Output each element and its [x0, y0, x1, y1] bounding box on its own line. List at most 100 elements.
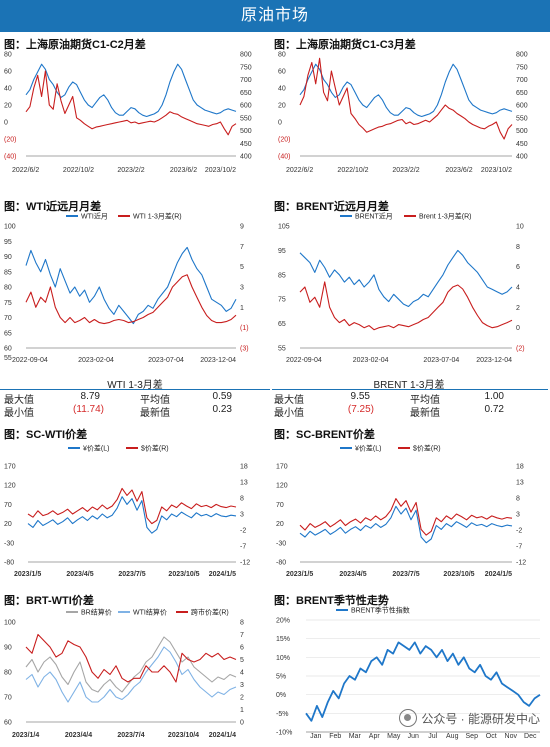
y-left-tick-label: 0	[4, 120, 8, 127]
y-left-tick-label: 20	[278, 103, 286, 110]
legend-label: WTI 1-3月差(R)	[133, 212, 182, 221]
stats-brent-latest-value: 0.72	[484, 404, 504, 415]
series-line-2	[25, 274, 237, 325]
series-line-2	[25, 70, 237, 136]
y-right-tick-label: 5	[240, 657, 244, 664]
y-right-tick-label: 10	[516, 224, 524, 231]
y-right-tick-label: 650	[240, 90, 252, 97]
stats-wti-min-value: (11.74)	[73, 404, 104, 415]
stats-wti-latest-label: 最新值	[140, 408, 170, 419]
y-right-tick-label: 400	[240, 154, 252, 161]
y-right-tick-label: 2	[516, 305, 520, 312]
y-right-tick-label: 800	[516, 52, 528, 59]
x-tick-label: Aug	[446, 733, 459, 740]
stats-wti-avg-label: 平均值	[140, 395, 170, 406]
x-tick-label: Dec	[524, 733, 537, 740]
y-right-tick-label: 6	[240, 645, 244, 652]
y-left-tick-label: 20	[276, 521, 284, 528]
x-tick-label: 2023/6/2	[170, 167, 197, 174]
y-right-tick-label: 600	[516, 103, 528, 110]
series-line-1	[305, 641, 541, 722]
y-right-tick-label: 18	[516, 464, 524, 471]
y-right-tick-label: 500	[240, 128, 252, 135]
legend-label: ¥价差(L)	[83, 444, 109, 453]
series-line-2	[299, 281, 513, 331]
x-tick-label: 2023/1/4	[12, 732, 39, 739]
x-tick-label: 2023/10/2	[481, 167, 512, 174]
y-right-tick-label: 18	[240, 464, 248, 471]
x-tick-label: 2022-09-04	[12, 357, 48, 364]
y-left-tick-label: 60	[4, 720, 12, 727]
y-left-tick-label: 20%	[276, 618, 290, 625]
y-left-tick-label: 5%	[276, 674, 286, 681]
y-right-tick-label: 650	[516, 90, 528, 97]
chart-sc-c1c2: 80 60 40 20 0 (20) (40) 800 750 700 650 600 550 500 45…	[4, 52, 252, 175]
chart-title-brent-spread: 图：BRENT近远月月差	[274, 201, 389, 213]
x-tick-label: 2022-09-04	[286, 357, 322, 364]
y-left-tick-label: -80	[4, 560, 14, 567]
chart-title-brent-seasonal: 图：BRENT季节性走势	[274, 595, 389, 607]
series-line-2	[27, 487, 237, 525]
y-right-tick-label: -12	[516, 560, 526, 567]
x-tick-label: 2023-07-04	[423, 357, 459, 364]
legend-label: $价差(R)	[141, 444, 169, 453]
y-left-tick-label: 100	[4, 224, 16, 231]
y-right-tick-label: (1)	[240, 325, 249, 332]
x-tick-label: Jan	[310, 733, 321, 740]
legend-label: ¥价差(L)	[355, 444, 381, 453]
y-right-tick-label: 3	[240, 682, 244, 689]
y-left-tick-label: 90	[4, 645, 12, 652]
y-left-tick-label: 70	[4, 695, 12, 702]
stats-brent-avg-label: 平均值	[410, 395, 440, 406]
y-right-tick-label: -7	[516, 544, 522, 551]
legend-label: WTI近月	[81, 212, 108, 221]
y-left-tick-label: (20)	[4, 137, 16, 144]
y-left-tick-label: 95	[4, 239, 12, 246]
x-tick-label: 2023-02-04	[353, 357, 389, 364]
y-left-tick-label: 100	[4, 620, 16, 627]
y-right-tick-label: 8	[240, 620, 244, 627]
y-right-tick-label: 1	[240, 707, 244, 714]
x-tick-label: 2022/6/2	[12, 167, 39, 174]
x-tick-label: 2024/1/4	[209, 732, 236, 739]
series-line-1	[25, 63, 237, 118]
chart-sc-wti: 170 120 70 20 -30 -80 18 13 8 3 -2 -7 -12 2023/1/5 202…	[4, 444, 250, 579]
y-right-tick-label: -2	[516, 528, 522, 535]
x-tick-label: 2023-12-04	[476, 357, 512, 364]
x-tick-label: Jun	[408, 733, 419, 740]
y-left-tick-label: 85	[278, 272, 286, 279]
y-left-tick-label: 105	[278, 224, 290, 231]
y-left-tick-label: 0	[278, 120, 282, 127]
stats-wti-latest-value: 0.23	[212, 404, 232, 415]
y-right-tick-label: 9	[240, 224, 244, 231]
y-left-tick-label: 75	[4, 300, 12, 307]
x-tick-label: 2022/10/2	[337, 167, 368, 174]
y-left-tick-label: 80	[4, 670, 12, 677]
series-line-2	[299, 498, 513, 536]
y-right-tick-label: -12	[240, 560, 250, 567]
y-right-tick-label: 550	[516, 115, 528, 122]
x-tick-label: Nov	[505, 733, 518, 740]
y-right-tick-label: 450	[516, 141, 528, 148]
y-left-tick-label: (40)	[278, 154, 290, 161]
x-tick-label: 2023-12-04	[200, 357, 236, 364]
y-right-tick-label: 8	[240, 496, 244, 503]
y-left-tick-label: 75	[278, 297, 286, 304]
chart-wti-spread: 10095908580757065605597531(1)(3)2022-09-…	[4, 212, 249, 365]
y-right-tick-label: 5	[240, 264, 244, 271]
series-line-3	[25, 633, 237, 683]
chart-title-sc-c1c3: 图：上海原油期货C1-C3月差	[274, 39, 416, 51]
y-right-tick-label: 2	[240, 695, 244, 702]
y-left-tick-label: -80	[276, 560, 286, 567]
x-tick-label: Jul	[428, 733, 437, 740]
y-left-tick-label: 70	[4, 315, 12, 322]
series-line-2	[299, 57, 513, 140]
y-right-tick-label: 0	[516, 325, 520, 332]
stats-wti-max-label: 最大值	[4, 395, 34, 406]
y-right-tick-label: 8	[516, 244, 520, 251]
x-tick-label: Feb	[329, 733, 341, 740]
stats-brent-latest-label: 最新值	[410, 408, 440, 419]
stats-brent-max-value: 9.55	[350, 391, 370, 402]
x-tick-label: 2023/4/5	[339, 571, 366, 578]
y-right-tick-label: 3	[240, 285, 244, 292]
